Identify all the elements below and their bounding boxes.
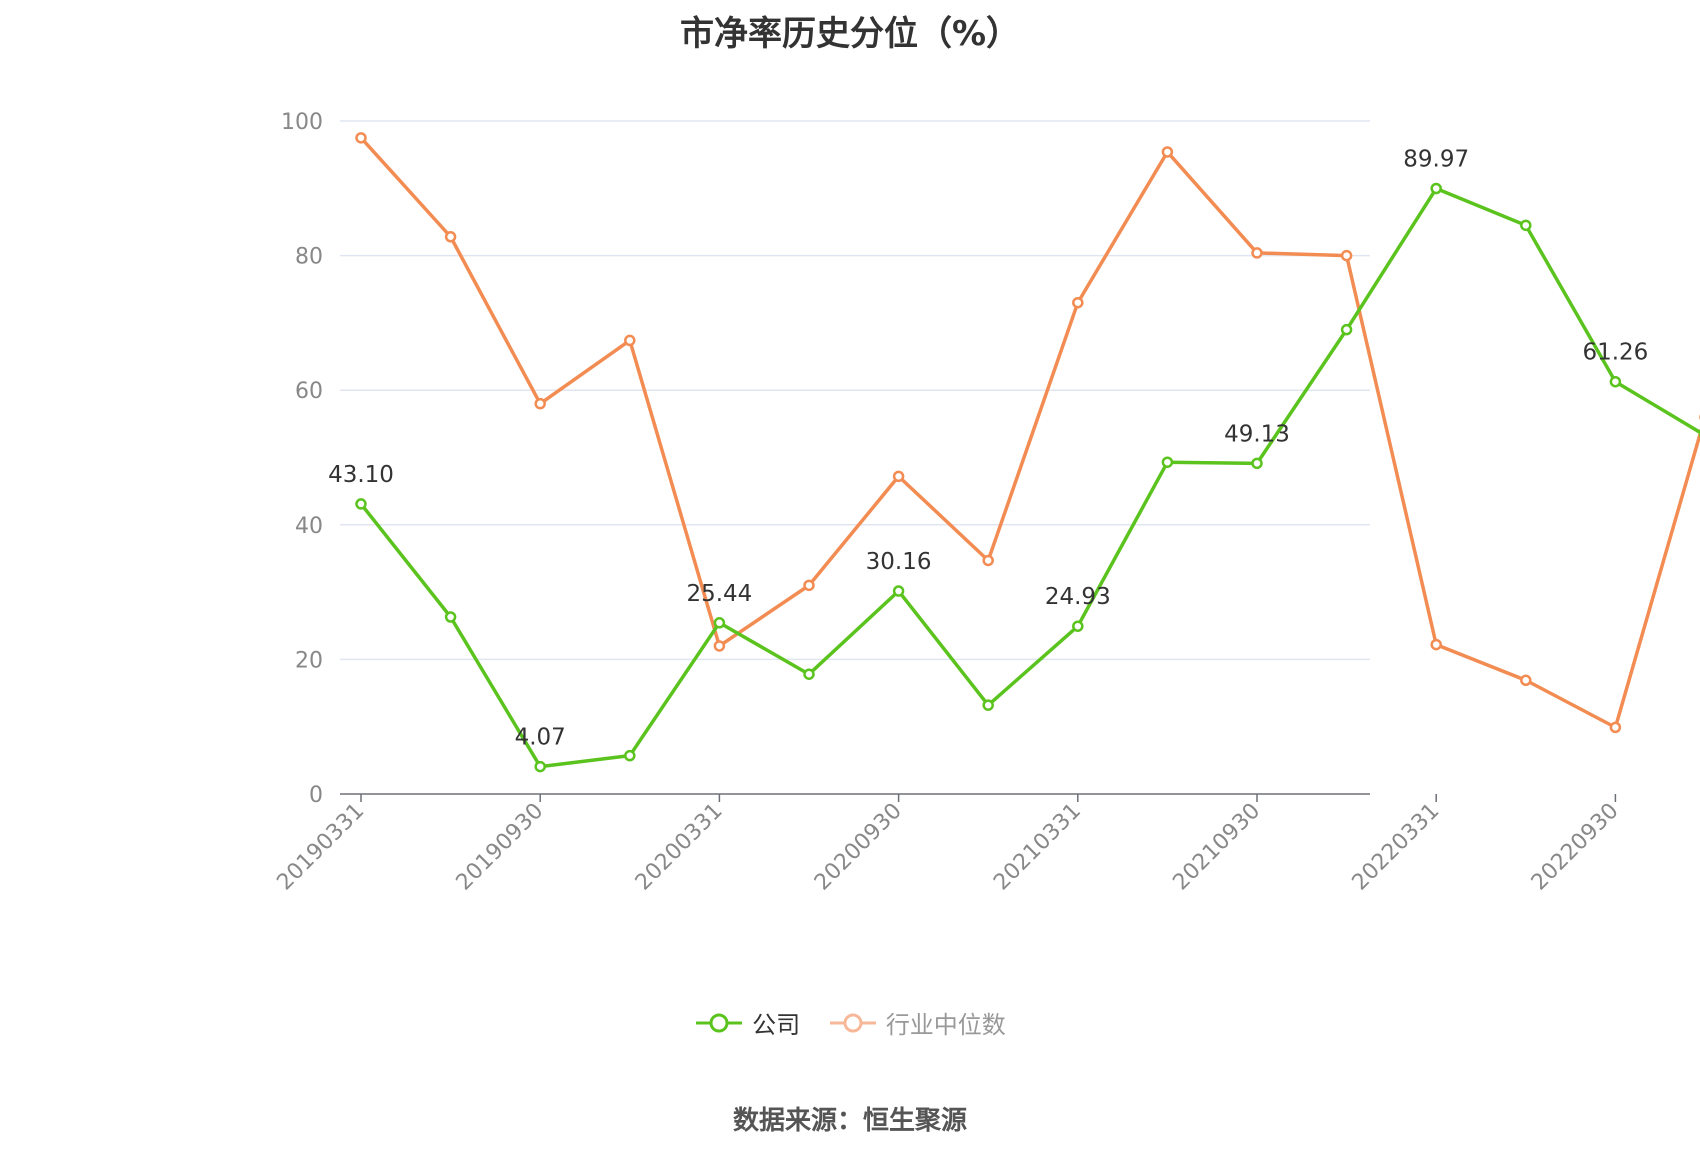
x-tick-label-20220930: 20220930 [1527,799,1624,896]
series-industry-median [355,132,1700,734]
data-point [534,397,546,410]
data-point [892,470,905,483]
grid-lines [340,120,1370,661]
series-layer [355,132,1700,773]
y-tick-label-60: 60 [295,379,323,404]
y-tick-label-100: 100 [281,110,323,135]
x-tick-label-20200930: 20200930 [810,799,907,896]
series-company [355,182,1700,773]
data-point [1520,219,1532,232]
data-point [534,760,546,773]
data-point [1520,674,1532,687]
data-point [1340,249,1353,262]
data-point [892,585,905,597]
data-point [1072,620,1084,632]
data-point [444,611,457,623]
data-point [982,554,994,567]
data-point [624,334,636,347]
legend-item-industry-median[interactable]: 行业中位数 [828,1005,1006,1040]
data-label-20210331: 24.93 [1045,584,1111,610]
legend: 公司 行业中位数 [0,1005,1700,1041]
legend-line-marker-icon [829,1013,876,1032]
data-label-20190930: 4.07 [515,725,566,751]
legend-line-marker-icon [696,1013,743,1032]
data-point [355,498,367,510]
data-label-20220930: 61.26 [1582,340,1648,366]
x-tick-label-20190930: 20190930 [452,799,549,896]
data-point [1251,247,1263,259]
data-point [803,579,815,592]
x-tick-label-20190331: 20190331 [272,799,369,896]
data-point [713,617,726,629]
series-line [359,186,1700,769]
y-tick-label-80: 80 [295,245,323,270]
chart-title: 市净率历史分位（%） [679,14,1021,54]
legend-item-company[interactable]: 公司 [694,1005,800,1040]
x-axis [340,793,1617,802]
x-tick-label-20210331: 20210331 [989,799,1086,896]
data-point [1161,146,1174,158]
data-point [1251,457,1263,470]
y-tick-label-0: 0 [309,783,323,808]
data-point [1072,296,1084,309]
data-point [1430,638,1442,651]
data-point [1609,721,1622,734]
x-tick-label-20200331: 20200331 [631,799,728,896]
data-point [982,699,994,711]
y-tick-label-20: 20 [295,648,323,673]
data-point [444,231,457,243]
data-point [1609,375,1622,388]
data-point [355,132,367,144]
data-point [1161,456,1174,468]
data-source: 数据来源：恒生聚源 [732,1106,967,1136]
series-line [359,136,1700,730]
data-label-20200930: 30.16 [866,549,932,575]
y-tick-label-40: 40 [295,514,323,539]
y-axis: 0 20 40 60 80 100 [281,110,323,808]
data-point [803,668,815,680]
x-axis-tick-labels: 20190331 20190930 20200331 20200930 20210331… [272,799,1624,896]
legend-label-industry-median: 行业中位数 [885,1011,1006,1039]
data-label-20190331: 43.10 [328,462,394,488]
data-point [1430,182,1442,195]
data-point [713,640,726,652]
data-label-20200331: 25.44 [686,581,752,607]
x-tick-label-20220331: 20220331 [1348,799,1445,896]
data-label-20210930: 49.13 [1224,421,1290,447]
legend-label-company: 公司 [752,1011,801,1039]
data-point [624,749,636,762]
x-tick-label-20210930: 20210930 [1168,799,1265,896]
data-label-20220331: 89.97 [1403,147,1469,173]
data-point [1340,323,1353,336]
data-labels: 43.104.0725.4430.1624.9349.1389.9761.263… [328,147,1648,751]
